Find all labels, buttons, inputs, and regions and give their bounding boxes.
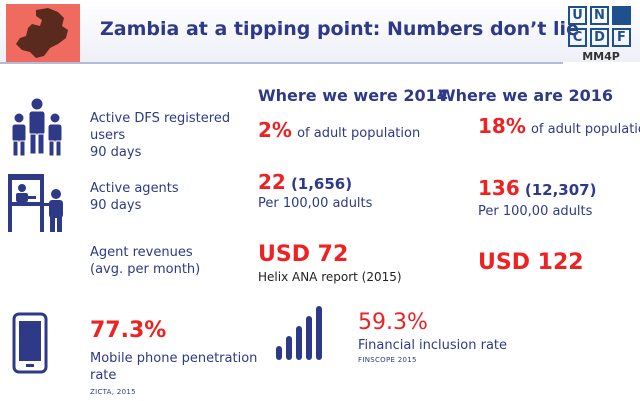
financial-inclusion-label: Financial inclusion rate bbox=[358, 338, 508, 353]
value-2014-agents: 22 (1,656) bbox=[258, 170, 352, 194]
financial-source: FINSCOPE 2015 bbox=[358, 356, 417, 364]
label-line: Mobile phone penetration bbox=[90, 351, 258, 366]
row-label-revenues: Agent revenues (avg. per month) bbox=[90, 244, 200, 278]
column-header-2014: Where we were 2014 bbox=[258, 86, 448, 105]
label-line: 90 days bbox=[90, 145, 142, 160]
page-title: Zambia at a tipping point: Numbers don’t… bbox=[100, 18, 579, 40]
subtext-2014-revenues: Helix ANA report (2015) bbox=[258, 270, 402, 284]
subtext-2016-agents: Per 100,00 adults bbox=[478, 204, 593, 219]
row-label-agents: Active agents 90 days bbox=[90, 180, 179, 214]
value-2016-revenues: USD 122 bbox=[478, 250, 584, 275]
label-line: users bbox=[90, 128, 126, 143]
mobile-source: ZICTA, 2015 bbox=[90, 388, 136, 396]
value-2016-registered-users: 18% of adult population bbox=[478, 114, 640, 138]
logo-letter: N bbox=[590, 6, 609, 25]
value-2014-revenues: USD 72 bbox=[258, 242, 349, 267]
column-header-2016: Where we are 2016 bbox=[438, 86, 614, 105]
mobile-phone-icon bbox=[12, 312, 48, 374]
signal-bars-icon bbox=[274, 302, 324, 362]
value-count: (12,307) bbox=[524, 181, 597, 199]
label-line: Agent revenues bbox=[90, 245, 193, 260]
row-label-registered-users: Active DFS registered users 90 days bbox=[90, 110, 230, 161]
big-value: 136 bbox=[478, 176, 520, 200]
value-suffix: of adult population bbox=[297, 126, 421, 141]
label-line: Active agents bbox=[90, 181, 179, 196]
label-line: Active DFS registered bbox=[90, 111, 231, 126]
value-2016-agents: 136 (12,307) bbox=[478, 176, 596, 200]
label-line: (avg. per month) bbox=[90, 262, 201, 277]
header-divider bbox=[0, 62, 563, 64]
big-value: 2% bbox=[258, 118, 292, 142]
label-line: 90 days bbox=[90, 198, 142, 213]
value-count: (1,656) bbox=[290, 175, 353, 193]
value-2014-registered-users: 2% of adult population bbox=[258, 118, 420, 142]
undp-logo: U N C D F MM4P bbox=[568, 6, 634, 80]
zambia-map-icon bbox=[6, 4, 80, 62]
logo-subtitle: MM4P bbox=[582, 50, 620, 63]
big-value: 22 bbox=[258, 170, 286, 194]
logo-letter: C bbox=[568, 28, 587, 47]
logo-letter bbox=[612, 6, 631, 25]
logo-letter: F bbox=[612, 28, 631, 47]
header-band bbox=[0, 0, 640, 62]
value-suffix: of adult population bbox=[530, 122, 640, 137]
mobile-penetration-label: Mobile phone penetration rate bbox=[90, 350, 257, 384]
financial-inclusion-value: 59.3% bbox=[358, 310, 428, 335]
logo-letter: D bbox=[590, 28, 609, 47]
people-group-icon bbox=[6, 96, 68, 158]
mobile-penetration-value: 77.3% bbox=[90, 318, 167, 343]
agent-kiosk-icon bbox=[6, 172, 68, 234]
label-line: rate bbox=[90, 368, 117, 383]
subtext-2014-agents: Per 100,00 adults bbox=[258, 196, 373, 211]
logo-letter: U bbox=[568, 6, 587, 25]
big-value: 18% bbox=[478, 114, 526, 138]
